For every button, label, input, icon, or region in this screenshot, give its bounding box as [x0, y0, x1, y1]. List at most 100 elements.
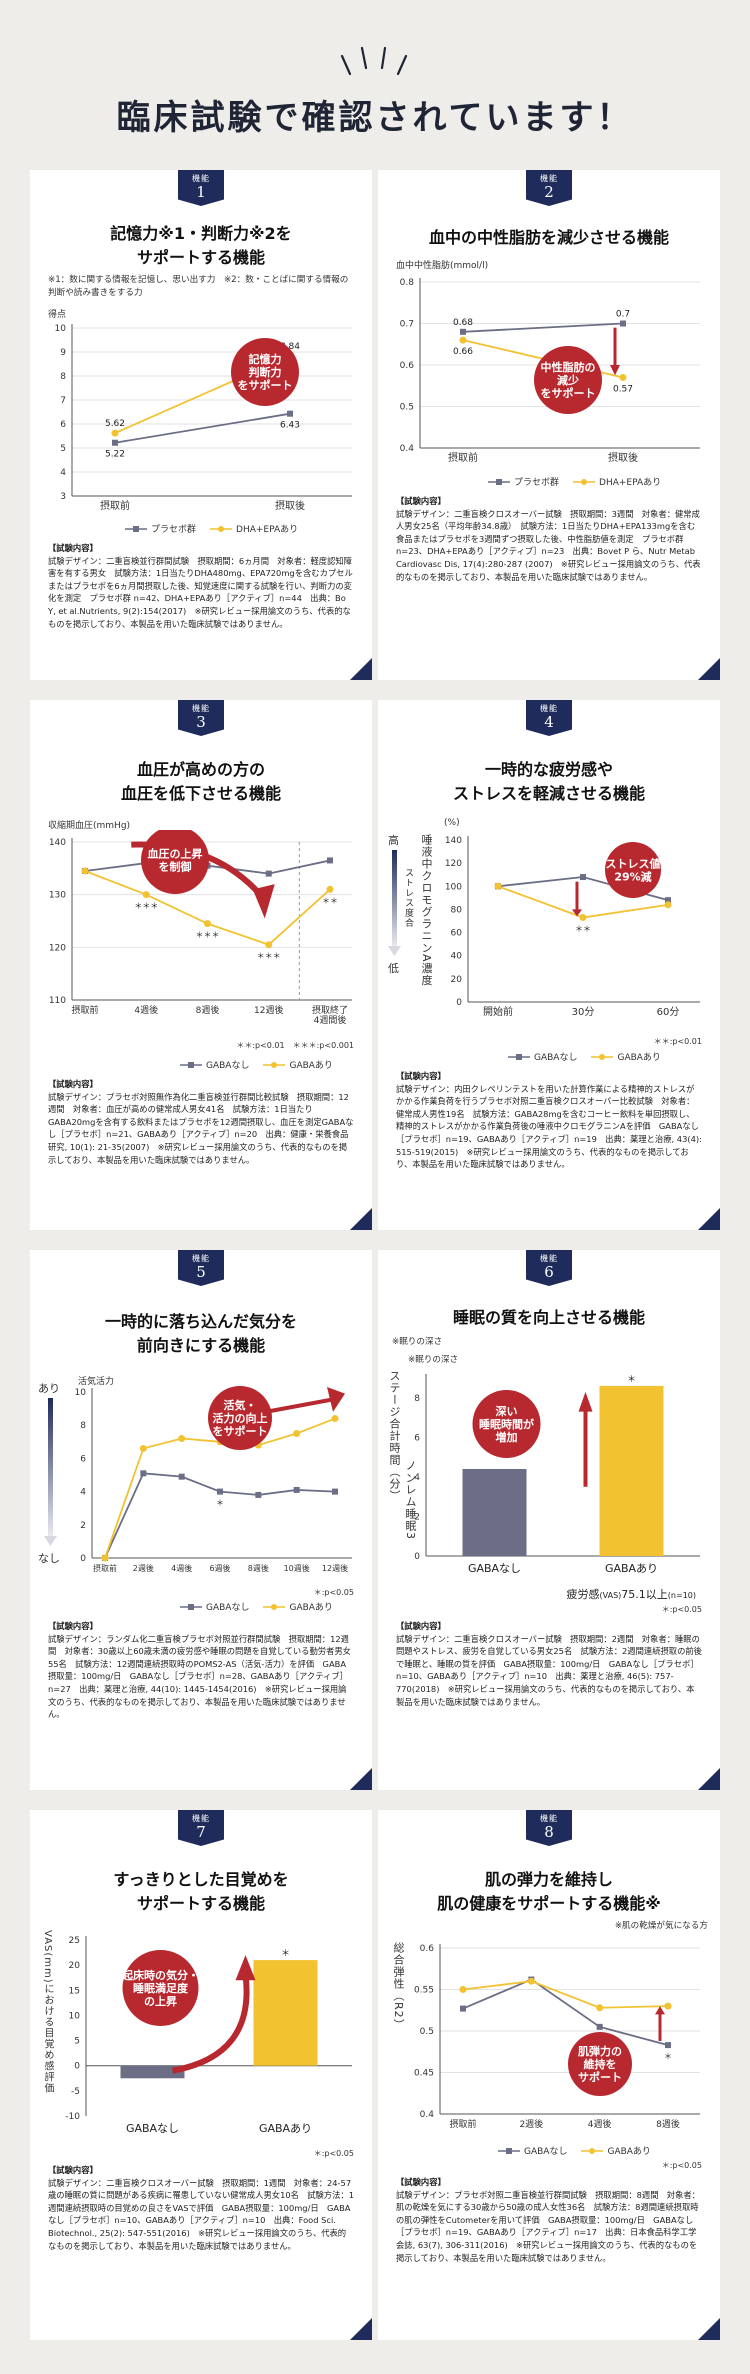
- significance-note: ＊:p<0.05: [313, 2149, 354, 2158]
- study-details: 【試験内容】 試験デザイン：二重盲検クロスオーバー試験 摂取期間：2週間 対象者：…: [396, 1621, 702, 1707]
- function-badge: 機能 3: [178, 700, 224, 736]
- card-title: 睡眠の質を向上させる機能: [452, 1308, 645, 1327]
- callout-text: 起床時の気分・: [121, 1968, 199, 1982]
- x-tick-label: 4週後: [171, 1563, 192, 1573]
- callout-text: をサポート: [541, 386, 596, 400]
- data-label: 5.22: [105, 450, 125, 460]
- series-line-control: [462, 322, 624, 333]
- corner-triangle: [698, 1208, 720, 1230]
- data-point-active: [596, 2004, 604, 2012]
- data-point-control: [140, 1470, 147, 1477]
- y-tick-label: 2: [80, 1521, 86, 1531]
- callout-circle: [605, 842, 661, 898]
- y-tick-label: 120: [445, 859, 462, 869]
- chromogranin-axis-label: 唾液中クロモグラニンA濃度: [420, 834, 433, 987]
- page-title: 臨床試験で確認されています！: [116, 98, 634, 138]
- x-tick-label: 摂取後: [275, 499, 305, 512]
- callout-text: 減少: [557, 373, 579, 387]
- significance-note: ＊:p<0.05: [661, 2161, 702, 2170]
- change-arrow-head: [572, 909, 582, 917]
- study-details: 【試験内容】 試験デザイン：プラセボ対照無作為化二重盲検並行群間比較試験 摂取期間…: [48, 1079, 354, 1165]
- study-details: 【試験内容】 試験デザイン：二重盲検クロスオーバー試験 摂取期間：3週間 対象者：…: [396, 496, 701, 582]
- y-tick-label: 4: [60, 468, 66, 478]
- corner-triangle: [698, 658, 720, 680]
- y-tick-label: 5: [74, 2037, 80, 2047]
- chart-legend: GABAなし GABAあり: [508, 1050, 661, 1063]
- stress-gradient-bar: [388, 850, 401, 956]
- chart-legend: プラセボ群 DHA+EPAあり: [488, 475, 661, 488]
- x-tick-label: 2週後: [519, 2118, 543, 2130]
- bar-active: [599, 1385, 664, 1556]
- data-point-active: [459, 1986, 467, 1993]
- x-tick-label: 8週後: [248, 1563, 269, 1573]
- y-axis-label: VAS(mm)における目覚め感評価: [42, 1930, 53, 2094]
- vigor-high-label: あり: [38, 1382, 60, 1395]
- card-title: 肌の弾力を維持し 肌の健康をサポートする機能※: [437, 1870, 661, 1913]
- data-point-control: [460, 328, 466, 335]
- x-tick-label: 60分: [657, 1006, 680, 1018]
- y-axis-label: ステージ合計時間（分）: [388, 1370, 401, 1502]
- callout-text: 肌弾力の: [577, 2044, 622, 2058]
- chart-legend: GABAなし GABAあり: [180, 1600, 333, 1613]
- y-tick-label: 4: [80, 1488, 86, 1498]
- title-burst-decoration: [340, 46, 408, 76]
- y-tick-label: 0.6: [400, 361, 415, 371]
- y-tick-label: 0: [414, 1552, 420, 1562]
- function-badge: 機能 5: [178, 1250, 224, 1286]
- x-tick-label: 4週間後: [314, 1014, 347, 1026]
- callout-circle: [208, 1386, 272, 1450]
- callout-text: を制御: [159, 860, 192, 874]
- study-details: 【試験内容】 試験デザイン：プラセボ対照二重盲検並行群間試験 摂取期間：8週間 対…: [396, 2177, 700, 2263]
- function-card-8: 機能 8 肌の弾力を維持し 肌の健康をサポートする機能※ ※肌の乾燥が気になる方 総…: [378, 1810, 720, 2340]
- card-title: 一時的に落ち込んだ気分を 前向きにする機能: [104, 1312, 297, 1355]
- callout-circle: [122, 1950, 199, 2026]
- y-tick-label: 10: [69, 2011, 81, 2021]
- data-point-active: [293, 1430, 301, 1437]
- significance-note: ＊＊:p<0.01: [653, 1037, 702, 1046]
- corner-triangle: [350, 1768, 372, 1790]
- y-tick-label: 40: [451, 952, 463, 962]
- vigor-gradient-bar: [44, 1398, 57, 1546]
- callout-text: 記憶力: [249, 352, 282, 366]
- y-tick-label: 6: [80, 1454, 86, 1464]
- y-tick-label: 0.45: [414, 2069, 434, 2079]
- corner-triangle: [350, 658, 372, 680]
- data-label: 5.62: [105, 419, 125, 429]
- callout-text: 睡眠満足度: [133, 1981, 189, 1995]
- y-tick-label: 0.5: [420, 2027, 434, 2037]
- y-axis-label: 活気活力: [78, 1377, 115, 1387]
- y-tick-label: 10: [75, 1388, 87, 1398]
- function-card-7: 機能 7 すっきりとした目覚めを サポートする機能 VAS(mm)における目覚め感評…: [30, 1810, 372, 2340]
- significance-note: ＊＊:p<0.01 ＊＊＊:p<0.001: [236, 1041, 354, 1050]
- x-tick-label: 6週後: [209, 1563, 230, 1573]
- x-tick-label: 摂取前: [449, 2118, 476, 2130]
- data-point-control: [287, 410, 293, 417]
- callout-text: 維持を: [584, 2057, 617, 2071]
- x-tick-label: GABAあり: [259, 2122, 312, 2135]
- callout-text: 活気・: [224, 1398, 257, 1412]
- significance-star: ＊: [627, 1375, 636, 1385]
- card-note: ※肌の乾燥が気になる方: [614, 1921, 708, 1931]
- awakening-chart: -10 -5 0 5 10 15 20 25 GABAなし ＊ GABAあり 起床時の気分・睡眠満足度…: [65, 1936, 352, 2135]
- y-axis-label: 総合弾性（R2）: [392, 1942, 405, 2031]
- study-details: 【試験内容】 試験デザイン：二重盲検並行群間試験 摂取期間：6ヵ月間 対象者：軽度…: [48, 543, 353, 629]
- x-tick-label: GABAなし: [468, 1562, 521, 1575]
- data-point-control: [255, 1491, 262, 1498]
- data-label: 6.43: [280, 421, 300, 431]
- significance-star: ＊: [664, 2052, 672, 2061]
- callout-text: 判断力: [249, 365, 282, 379]
- y-tick-label: 8: [414, 1394, 420, 1404]
- corner-triangle: [350, 1208, 372, 1230]
- callout-circle: [231, 338, 299, 406]
- y-axis-label-2: ノンレム睡眠3: [404, 1460, 417, 1540]
- y-tick-label: 0.4: [420, 2110, 435, 2120]
- corner-triangle: [698, 1768, 720, 1790]
- significance-star: ＊＊＊: [196, 931, 220, 940]
- callout-text: 血圧の上昇: [148, 847, 203, 861]
- corner-triangle: [698, 2318, 720, 2340]
- y-tick-label: 6: [414, 1433, 420, 1443]
- callout-text: 増加: [496, 1430, 518, 1444]
- stress-high-label: 高: [388, 834, 399, 847]
- data-point-active: [265, 941, 273, 949]
